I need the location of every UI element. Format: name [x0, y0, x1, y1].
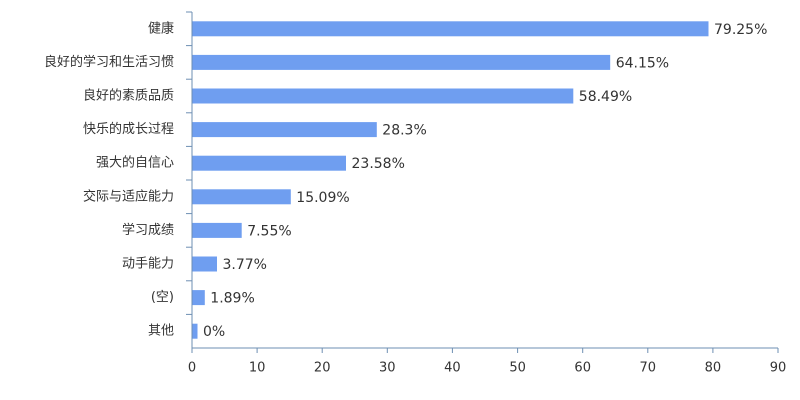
value-label-9: 0% [203, 324, 225, 340]
x-tick-label-9: 90 [770, 361, 787, 376]
bar-0 [192, 21, 709, 37]
category-label-6: 学习成绩 [122, 222, 174, 238]
value-label-7: 3.77% [223, 257, 267, 273]
category-label-8: (空) [151, 290, 174, 305]
x-tick-label-5: 50 [509, 361, 526, 376]
bar-5 [192, 189, 291, 205]
category-label-9: 其他 [148, 324, 174, 339]
x-tick-label-6: 60 [574, 361, 591, 376]
tick-labels-group: 0 10 20 30 40 50 60 70 80 90 [188, 361, 786, 376]
x-tick-label-7: 70 [640, 361, 657, 376]
bar-1 [192, 54, 611, 70]
category-label-2: 良好的素质品质 [83, 88, 174, 104]
bars-group [192, 21, 709, 339]
category-label-4: 强大的自信心 [96, 155, 174, 171]
category-label-3: 快乐的成长过程 [83, 121, 174, 137]
bar-2 [192, 88, 574, 104]
x-tick-label-2: 20 [314, 361, 331, 376]
category-label-0: 健康 [148, 20, 174, 36]
x-tick-label-3: 30 [379, 361, 396, 376]
value-label-8: 1.89% [210, 291, 254, 307]
category-labels-group: 健康良好的学习和生活习惯良好的素质品质快乐的成长过程强大的自信心交际与适应能力学… [44, 20, 174, 338]
axes-group [186, 11, 779, 353]
bar-3 [192, 122, 377, 138]
value-label-0: 79.25% [714, 22, 767, 38]
category-label-1: 良好的学习和生活习惯 [44, 54, 174, 70]
bar-7 [192, 256, 217, 272]
value-label-4: 23.58% [352, 156, 405, 172]
category-label-5: 交际与适应能力 [83, 188, 174, 204]
x-tick-label-8: 80 [705, 361, 722, 376]
x-tick-label-1: 10 [249, 361, 266, 376]
x-tick-label-4: 40 [444, 361, 461, 376]
bar-4 [192, 155, 346, 171]
value-label-5: 15.09% [296, 190, 349, 206]
category-label-7: 动手能力 [122, 257, 174, 272]
value-label-3: 28.3% [382, 123, 426, 139]
value-labels-group: 79.25% 64.15% 58.49% 28.3% 23.58% 15.09% 7.55%… [203, 22, 767, 340]
value-label-1: 64.15% [616, 55, 669, 71]
value-label-6: 7.55% [247, 223, 291, 239]
x-tick-label-0: 0 [188, 361, 196, 376]
value-label-2: 58.49% [579, 89, 632, 105]
bar-6 [192, 222, 242, 238]
bar-9 [192, 323, 198, 339]
bar-8 [192, 290, 205, 306]
